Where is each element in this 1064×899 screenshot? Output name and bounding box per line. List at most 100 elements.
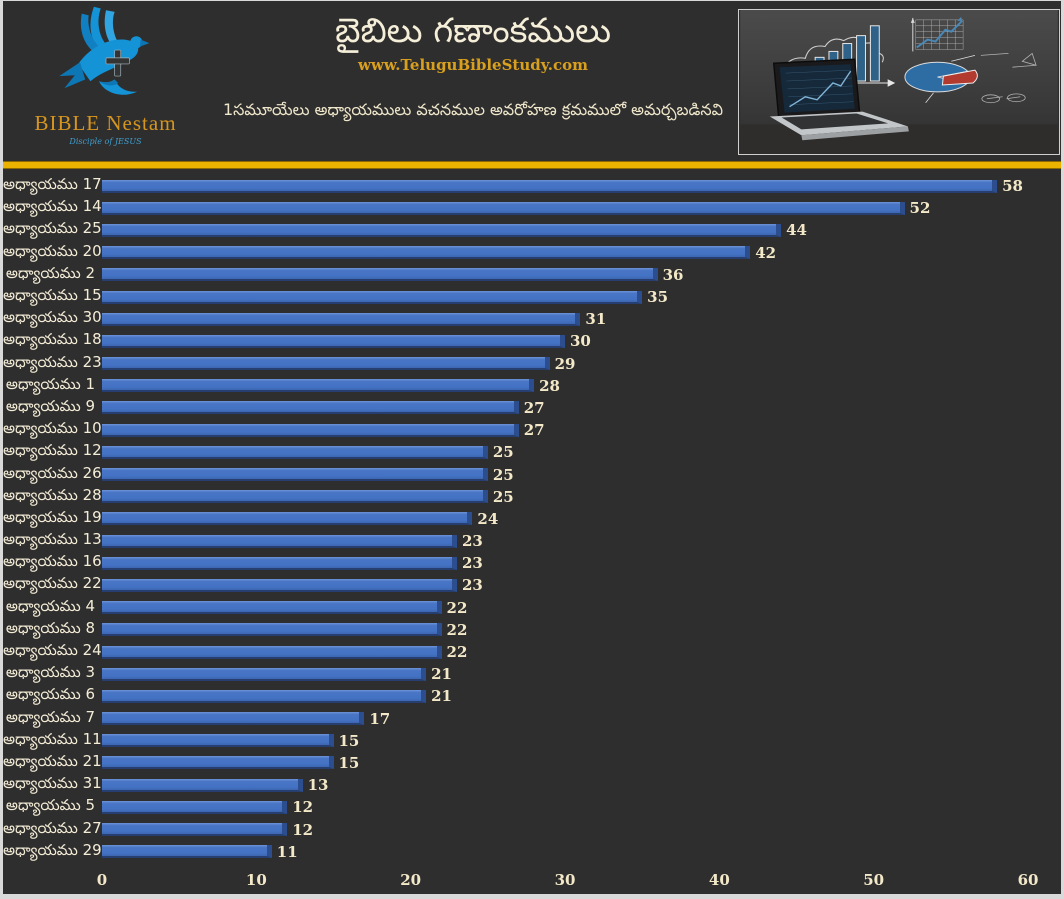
bar-chart: అధ్యాయము 17 58 అధ్యాయము 14 52 అధ్యాయము 25 44 అ… — [3, 169, 1061, 894]
value-label: 13 — [307, 776, 329, 795]
title-block: బైబిలు గణాంకములు www.TeluguBibleStudy.co… — [208, 1, 738, 161]
logo-tagline: Disciple of JESUS — [69, 137, 142, 146]
chart-row: అధ్యాయము 22 23 — [3, 574, 1061, 596]
chart-row: అధ్యాయము 14 52 — [3, 197, 1061, 219]
bar — [102, 512, 473, 526]
category-label: అధ్యాయము 28 — [3, 485, 102, 504]
bar — [102, 756, 334, 770]
category-label: అధ్యాయము 23 — [3, 352, 102, 371]
bar-track: 24 — [102, 510, 1028, 528]
bar-track: 28 — [102, 377, 1028, 395]
category-label: అధ్యాయము 26 — [3, 463, 102, 482]
bar-track: 23 — [102, 576, 1028, 594]
website-url: www.TeluguBibleStudy.com — [358, 56, 588, 75]
x-axis-tick-label: 60 — [1017, 871, 1039, 889]
value-label: 23 — [461, 532, 483, 551]
value-label: 24 — [477, 509, 499, 528]
category-label: అధ్యాయము 17 — [3, 175, 102, 194]
bar-track: 31 — [102, 310, 1028, 328]
category-label: అధ్యాయము 27 — [3, 818, 102, 837]
x-axis-tick-label: 20 — [400, 871, 422, 889]
bar — [102, 712, 365, 726]
value-label: 11 — [276, 842, 298, 861]
bar-track: 30 — [102, 332, 1028, 350]
bar-track: 58 — [102, 177, 1028, 195]
x-axis-tick-label: 30 — [554, 871, 576, 889]
chart-row: అధ్యాయము 15 35 — [3, 286, 1061, 308]
chalkboard-photo-illustration — [740, 10, 1058, 154]
chart-row: అధ్యాయము 8 22 — [3, 619, 1061, 641]
value-label: 22 — [446, 598, 468, 617]
category-label: అధ్యాయము 3 — [5, 663, 95, 682]
bar — [102, 423, 519, 437]
bar — [102, 823, 288, 837]
chart-row: అధ్యాయము 21 15 — [3, 752, 1061, 774]
bar — [102, 179, 998, 193]
bar-track: 23 — [102, 554, 1028, 572]
category-label: అధ్యాయము 9 — [5, 396, 95, 415]
bar — [102, 601, 442, 615]
value-label: 30 — [570, 332, 591, 351]
bar — [102, 445, 488, 459]
value-label: 22 — [446, 643, 468, 662]
value-label: 23 — [461, 554, 483, 573]
bar-track: 36 — [102, 266, 1028, 284]
category-label: అధ్యాయము 31 — [3, 774, 102, 793]
chart-row: అధ్యాయము 28 25 — [3, 486, 1061, 508]
value-label: 25 — [492, 465, 514, 484]
bar-track: 11 — [102, 843, 1028, 861]
value-label: 25 — [492, 487, 514, 506]
value-label: 58 — [1002, 177, 1023, 196]
chart-row: అధ్యాయము 11 15 — [3, 730, 1061, 752]
bar — [102, 334, 565, 348]
bar — [102, 290, 643, 304]
value-label: 12 — [292, 820, 314, 839]
value-label: 15 — [338, 753, 360, 772]
bar-track: 29 — [102, 355, 1028, 373]
bar-track: 15 — [102, 754, 1028, 772]
bar-track: 15 — [102, 732, 1028, 750]
category-label: అధ్యాయము 21 — [3, 751, 102, 770]
category-label: అధ్యాయము 6 — [5, 685, 95, 704]
chart-row: అధ్యాయము 25 44 — [3, 219, 1061, 241]
category-label: అధ్యాయము 7 — [5, 707, 95, 726]
bible-nestam-logo: BIBLE Nestam Disciple of JESUS — [3, 1, 208, 161]
bar-track: 42 — [102, 244, 1028, 262]
bar-track: 25 — [102, 443, 1028, 461]
bar — [102, 778, 303, 792]
category-label: అధ్యాయము 14 — [3, 197, 102, 216]
category-label: అధ్యాయము 29 — [3, 840, 102, 859]
bar — [102, 401, 519, 415]
bar — [102, 490, 488, 504]
bar-track: 13 — [102, 776, 1028, 794]
bar — [102, 201, 905, 215]
chart-row: అధ్యాయము 18 30 — [3, 330, 1061, 352]
bar-track: 21 — [102, 687, 1028, 705]
bar — [102, 645, 442, 659]
chart-row: అధ్యాయము 27 12 — [3, 819, 1061, 841]
chart-row: అధ్యాయము 7 17 — [3, 708, 1061, 730]
chart-row: అధ్యాయము 20 42 — [3, 242, 1061, 264]
value-label: 22 — [446, 620, 468, 639]
value-label: 21 — [431, 665, 452, 684]
value-label: 25 — [492, 443, 514, 462]
bar — [102, 468, 488, 482]
bar — [102, 223, 782, 237]
category-label: అధ్యాయము 10 — [3, 419, 102, 438]
page-title: బైబిలు గణాంకములు — [334, 11, 612, 51]
bar — [102, 800, 288, 814]
bar-track: 27 — [102, 399, 1028, 417]
chart-row: అధ్యాయము 5 12 — [3, 796, 1061, 818]
chart-row: అధ్యాయము 30 31 — [3, 308, 1061, 330]
category-label: అధ్యాయము 30 — [3, 308, 102, 327]
value-label: 28 — [539, 376, 560, 395]
x-axis: 0 10 20 30 40 50 60 — [97, 863, 1039, 894]
category-label: అధ్యాయము 18 — [3, 330, 102, 349]
chart-row: అధ్యాయము 29 11 — [3, 841, 1061, 863]
value-label: 17 — [369, 709, 391, 728]
category-label: అధ్యాయము 20 — [3, 241, 102, 260]
bar-track: 17 — [102, 710, 1028, 728]
bar-track: 27 — [102, 421, 1028, 439]
category-label: అధ్యాయము 25 — [3, 219, 102, 238]
